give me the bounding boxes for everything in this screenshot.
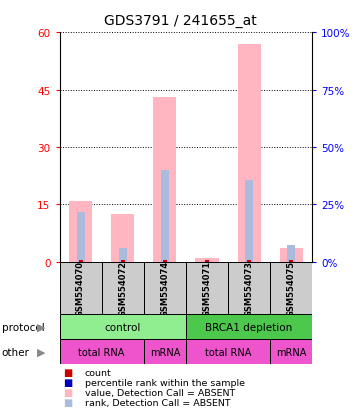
Bar	[60, 315, 186, 339]
Bar	[161, 171, 169, 262]
Text: GSM554073: GSM554073	[245, 261, 253, 316]
Bar	[153, 98, 177, 262]
Text: value, Detection Call = ABSENT: value, Detection Call = ABSENT	[85, 388, 235, 397]
Text: GDS3791 / 241655_at: GDS3791 / 241655_at	[104, 14, 257, 28]
Bar	[144, 339, 186, 364]
Bar	[270, 262, 312, 315]
Bar	[60, 262, 102, 315]
Bar	[186, 315, 312, 339]
Text: other: other	[2, 347, 30, 357]
Bar	[121, 260, 125, 262]
Bar	[102, 262, 144, 315]
Bar	[144, 262, 186, 315]
Text: BRCA1 depletion: BRCA1 depletion	[205, 322, 293, 332]
Bar	[287, 245, 295, 262]
Text: GSM554075: GSM554075	[287, 261, 296, 316]
Text: ■: ■	[63, 387, 73, 397]
Text: total RNA: total RNA	[78, 347, 125, 357]
Text: total RNA: total RNA	[205, 347, 251, 357]
Bar	[119, 249, 127, 262]
Bar	[186, 262, 228, 315]
Text: GSM554074: GSM554074	[160, 261, 169, 316]
Text: GSM554071: GSM554071	[203, 261, 212, 316]
Bar	[238, 45, 261, 262]
Text: count: count	[85, 368, 112, 377]
Bar	[163, 260, 167, 262]
Text: ▶: ▶	[37, 322, 46, 332]
Text: percentile rank within the sample: percentile rank within the sample	[85, 378, 245, 387]
Bar	[280, 249, 303, 262]
Bar	[245, 180, 253, 262]
Bar	[60, 339, 144, 364]
Text: protocol: protocol	[2, 322, 44, 332]
Bar	[228, 262, 270, 315]
Text: rank, Detection Call = ABSENT: rank, Detection Call = ABSENT	[85, 398, 230, 407]
Text: GSM554072: GSM554072	[118, 261, 127, 316]
Bar	[69, 201, 92, 262]
Bar	[270, 339, 312, 364]
Bar	[289, 260, 293, 262]
Text: GSM554070: GSM554070	[76, 261, 85, 316]
Text: ■: ■	[63, 397, 73, 407]
Text: mRNA: mRNA	[276, 347, 306, 357]
Text: ■: ■	[63, 377, 73, 387]
Text: control: control	[105, 322, 141, 332]
Text: mRNA: mRNA	[150, 347, 180, 357]
Bar	[111, 214, 134, 262]
Text: ■: ■	[63, 368, 73, 377]
Bar	[195, 259, 218, 262]
Bar	[247, 260, 251, 262]
Bar	[77, 213, 85, 262]
Bar	[79, 260, 83, 262]
Text: ▶: ▶	[37, 347, 46, 357]
Bar	[205, 260, 209, 262]
Bar	[186, 339, 270, 364]
